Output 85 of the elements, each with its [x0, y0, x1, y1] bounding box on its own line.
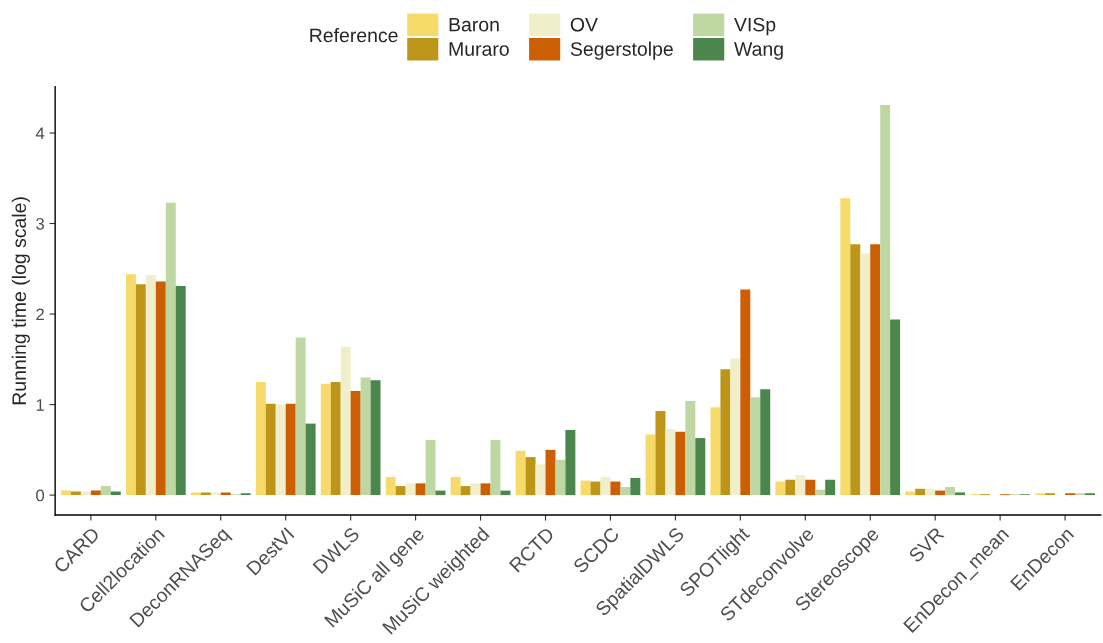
legend-label: Muraro: [449, 42, 509, 56]
bar: [740, 289, 751, 496]
bar: [955, 492, 966, 496]
legend-title: Reference: [310, 28, 398, 43]
bar: [255, 381, 266, 496]
legend-label: OV: [570, 17, 598, 32]
y-axis-title: Running time (log scale): [11, 197, 30, 405]
bar: [220, 492, 231, 496]
bar: [525, 457, 536, 496]
bar: [210, 492, 221, 496]
bar: [545, 449, 556, 496]
bar: [155, 281, 166, 496]
y-tick-label: 1: [36, 399, 44, 411]
bar: [890, 319, 901, 496]
bar: [785, 479, 796, 496]
bar: [760, 389, 771, 496]
bar: [515, 450, 526, 496]
bar: [685, 400, 696, 496]
bar: [775, 481, 786, 496]
bar: [100, 486, 111, 496]
bar: [675, 431, 686, 496]
bar: [600, 477, 611, 496]
bar: [125, 274, 136, 496]
bar: [385, 477, 396, 496]
bar: [580, 480, 591, 496]
bar: [720, 369, 731, 496]
bar: [200, 492, 211, 496]
bar: [840, 198, 851, 496]
legend-label: Baron: [449, 17, 499, 32]
bar: [145, 275, 156, 496]
bar: [710, 407, 721, 496]
bar: [370, 380, 381, 496]
bar: [480, 483, 491, 496]
bar: [795, 475, 806, 496]
bar: [880, 104, 891, 496]
bar: [305, 423, 316, 496]
bar: [825, 479, 836, 496]
bar: [945, 486, 956, 496]
legend-label: VISp: [734, 17, 776, 36]
bar: [165, 202, 176, 496]
bar: [645, 434, 656, 496]
bar: [285, 403, 296, 496]
bar: [620, 486, 631, 496]
bar: [405, 483, 416, 496]
bar: [425, 439, 436, 496]
bar: [320, 383, 331, 496]
y-tick-label: 0: [36, 489, 45, 502]
bar: [470, 483, 481, 496]
bar: [695, 438, 706, 496]
bar: [295, 337, 306, 496]
y-tick-label: 2: [36, 308, 44, 321]
bar: [415, 483, 426, 496]
bar: [350, 391, 361, 496]
bar: [655, 410, 666, 496]
bar: [730, 358, 741, 496]
bar: [850, 244, 861, 496]
bar: [490, 439, 501, 496]
legend-label: Segerstolpe: [570, 41, 673, 60]
bar: [610, 481, 621, 496]
bar: [805, 479, 816, 496]
bar: [340, 346, 351, 496]
bar: [665, 429, 676, 496]
y-tick-label: 4: [35, 127, 45, 140]
bar: [535, 464, 546, 496]
bar: [330, 381, 341, 496]
bar: [815, 489, 826, 496]
legend-label: Wang: [734, 42, 783, 60]
bar: [360, 377, 371, 496]
bar: [630, 477, 641, 496]
bar: [395, 486, 406, 496]
bar: [190, 492, 201, 496]
bar: [870, 244, 881, 496]
bar: [555, 459, 566, 496]
bar: [460, 486, 471, 496]
y-tick-label: 3: [36, 217, 44, 230]
bar: [750, 397, 761, 496]
bar: [860, 253, 871, 496]
bar: [175, 285, 186, 496]
bar: [925, 488, 936, 496]
bar: [565, 429, 576, 496]
bar: [265, 403, 276, 496]
bar: [275, 404, 286, 496]
bar: [915, 488, 926, 496]
bar: [450, 477, 461, 496]
bar: [135, 284, 146, 496]
